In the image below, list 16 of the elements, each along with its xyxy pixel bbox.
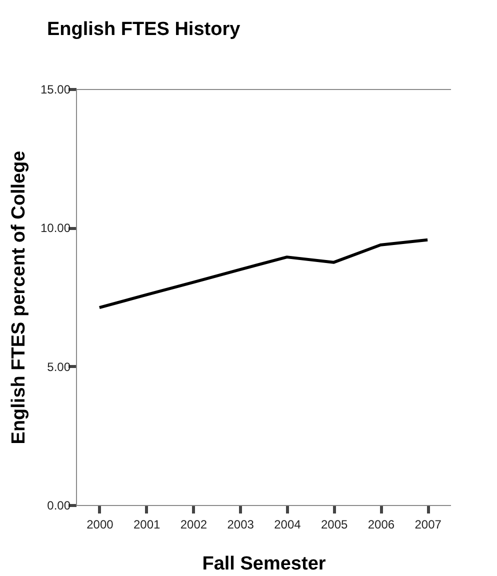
x-tick-label: 2007 xyxy=(414,518,442,532)
x-tick-label: 2003 xyxy=(227,518,254,532)
x-tick-label: 2006 xyxy=(368,518,395,532)
line-series xyxy=(98,238,430,310)
y-axis-title: English FTES percent of College xyxy=(8,150,30,444)
x-tick-label: 2004 xyxy=(274,518,302,532)
x-tick-label: 2002 xyxy=(180,518,208,532)
chart-title: English FTES History xyxy=(46,19,241,40)
y-tick-label: 15.00 xyxy=(40,82,71,96)
y-tick-label: 0.00 xyxy=(47,498,71,512)
y-tick-label: 5.00 xyxy=(47,360,71,374)
x-tick-label: 2001 xyxy=(133,518,160,532)
x-tick-label: 2005 xyxy=(320,518,348,532)
y-tick-label: 10.00 xyxy=(40,221,71,236)
x-tick-label: 2000 xyxy=(86,518,114,532)
x-axis-title: Fall Semester xyxy=(202,554,326,574)
